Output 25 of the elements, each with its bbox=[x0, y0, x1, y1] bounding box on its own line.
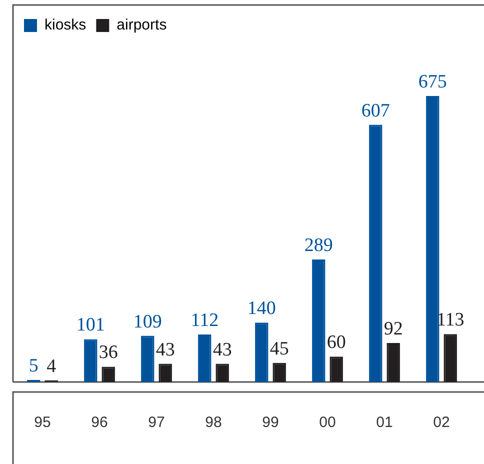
data-label: 43 bbox=[156, 339, 175, 360]
data-label: 43 bbox=[212, 339, 232, 360]
data-label: 112 bbox=[190, 310, 219, 332]
x-tick-label: 96 bbox=[91, 414, 108, 432]
x-tick-label: 01 bbox=[376, 414, 393, 432]
data-label: 60 bbox=[326, 332, 346, 354]
x-tick-label: 02 bbox=[433, 414, 450, 432]
x-tick-label: 97 bbox=[148, 414, 165, 432]
data-label: 5 bbox=[28, 355, 38, 376]
data-label: 289 bbox=[304, 235, 333, 256]
x-tick-label: 98 bbox=[205, 414, 222, 432]
data-label: 36 bbox=[98, 342, 118, 364]
data-label: 4 bbox=[46, 356, 57, 377]
legend-label: airports bbox=[116, 16, 167, 34]
x-tick-label: 00 bbox=[319, 414, 336, 432]
data-label: 675 bbox=[418, 71, 447, 92]
data-label: 101 bbox=[76, 314, 105, 336]
x-tick-label: 95 bbox=[34, 414, 51, 432]
data-label: 92 bbox=[384, 318, 403, 340]
legend-label: kiosks bbox=[44, 16, 86, 34]
x-tick-label: 99 bbox=[262, 414, 279, 432]
data-label: 45 bbox=[270, 338, 289, 360]
data-label: 140 bbox=[247, 298, 276, 320]
data-label: 607 bbox=[361, 100, 390, 122]
data-label: 109 bbox=[133, 311, 162, 332]
